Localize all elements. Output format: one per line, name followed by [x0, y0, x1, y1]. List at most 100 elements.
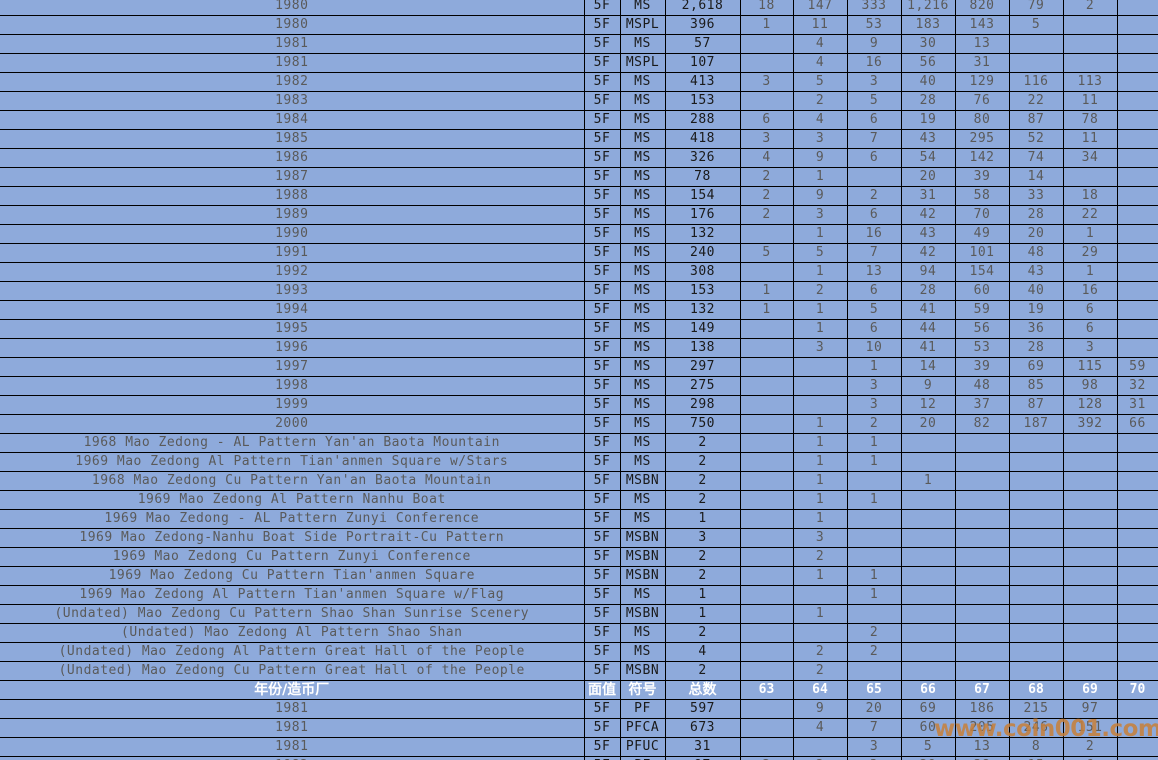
cell-grade-68 [1008, 604, 1064, 624]
cell-denomination: 5F [583, 452, 621, 472]
cell-grade-70: 32 [1116, 376, 1158, 396]
cell-year-or-description: 1980 [0, 15, 585, 35]
cell-grade-69 [1062, 528, 1118, 548]
cell-grade-65: 3 [846, 395, 902, 415]
header-grade-68: 68 [1008, 680, 1064, 700]
cell-year-or-description: 1993 [0, 281, 585, 301]
cell-grade-66 [900, 452, 956, 472]
cell-grade-69 [1062, 490, 1118, 510]
cell-grade-67 [954, 642, 1010, 662]
cell-grade-65 [846, 547, 902, 567]
cell-grade-64: 1 [792, 566, 848, 586]
cell-total: 138 [664, 338, 741, 358]
cell-grade-69: 11 [1062, 91, 1118, 111]
table-row: 1993 5F MS 153 1 2 6 28 60 40 16 [0, 281, 1158, 301]
cell-grade-68 [1008, 566, 1064, 586]
cell-grade-70 [1116, 15, 1158, 35]
cell-grade-65: 16 [846, 53, 902, 73]
cell-grade-66 [900, 547, 956, 567]
cell-grade-66 [900, 566, 956, 586]
cell-grade-66: 20 [900, 167, 956, 187]
cell-grade-67 [954, 452, 1010, 472]
cell-grade-67: 39 [954, 357, 1010, 377]
cell-denomination: 5F [583, 281, 621, 301]
cell-grade-64: 9 [792, 186, 848, 206]
cell-grade-63 [739, 376, 794, 396]
cell-year-or-description: 1999 [0, 395, 585, 415]
table-row: 1984 5F MS 288 6 4 6 19 80 87 78 [0, 110, 1158, 130]
table-row: 1981 5F PFCA 673 4 7 60 205 246 151 [0, 718, 1158, 738]
cell-total: 176 [664, 205, 741, 225]
cell-grade-67: 56 [954, 319, 1010, 339]
cell-year-or-description: 1969 Mao Zedong Al Pattern Tian'anmen Sq… [0, 585, 585, 605]
cell-grade-68: 43 [1008, 262, 1064, 282]
cell-total: 132 [664, 224, 741, 244]
cell-symbol: MS [619, 490, 666, 510]
cell-grade-70: 59 [1116, 357, 1158, 377]
table-row: 1968 Mao Zedong - AL Pattern Yan'an Baot… [0, 433, 1158, 453]
table-row: 1981 5F PF 597 9 20 69 186 215 97 [0, 699, 1158, 719]
cell-symbol: MSBN [619, 547, 666, 567]
cell-total: 673 [664, 718, 741, 738]
cell-year-or-description: 1989 [0, 205, 585, 225]
cell-denomination: 5F [583, 186, 621, 206]
cell-symbol: MS [619, 91, 666, 111]
cell-grade-65: 20 [846, 699, 902, 719]
table-row: 1969 Mao Zedong - AL Pattern Zunyi Confe… [0, 509, 1158, 529]
cell-grade-63: 4 [739, 148, 794, 168]
table-row: 1995 5F MS 149 1 6 44 56 36 6 [0, 319, 1158, 339]
cell-symbol: MS [619, 224, 666, 244]
table-row: 1980 5F MS 2,618 18 147 333 1,216 820 79 2 [0, 0, 1158, 16]
cell-grade-66 [900, 642, 956, 662]
cell-grade-67 [954, 471, 1010, 491]
cell-grade-63: 6 [739, 110, 794, 130]
header-grade-70: 70 [1116, 680, 1158, 700]
cell-total: 240 [664, 243, 741, 263]
cell-grade-69: 1 [1062, 224, 1118, 244]
cell-grade-67 [954, 528, 1010, 548]
cell-year-or-description: (Undated) Mao Zedong Al Pattern Shao Sha… [0, 623, 585, 643]
cell-grade-69: 98 [1062, 376, 1118, 396]
cell-symbol: MS [619, 129, 666, 149]
cell-grade-63: 1 [739, 281, 794, 301]
header-grade-67: 67 [954, 680, 1010, 700]
cell-year-or-description: 1969 Mao Zedong - AL Pattern Zunyi Confe… [0, 509, 585, 529]
cell-grade-65: 6 [846, 281, 902, 301]
cell-denomination: 5F [583, 623, 621, 643]
cell-grade-68 [1008, 623, 1064, 643]
cell-grade-64: 1 [792, 604, 848, 624]
cell-year-or-description: 1988 [0, 186, 585, 206]
cell-year-or-description: (Undated) Mao Zedong Cu Pattern Shao Sha… [0, 604, 585, 624]
cell-grade-67: 143 [954, 15, 1010, 35]
cell-denomination: 5F [583, 414, 621, 434]
table-row: 1968 Mao Zedong Cu Pattern Yan'an Baota … [0, 471, 1158, 491]
table-row: 1969 Mao Zedong Al Pattern Tian'anmen Sq… [0, 452, 1158, 472]
cell-total: 132 [664, 300, 741, 320]
cell-denomination: 5F [583, 0, 621, 16]
cell-grade-66: 60 [900, 718, 956, 738]
cell-total: 288 [664, 110, 741, 130]
cell-grade-67: 37 [954, 395, 1010, 415]
cell-grade-65: 3 [846, 756, 902, 760]
cell-grade-67: 39 [954, 167, 1010, 187]
cell-year-or-description: 1980 [0, 0, 585, 16]
cell-grade-63: 2 [739, 186, 794, 206]
cell-grade-63: 5 [739, 243, 794, 263]
cell-grade-69: 16 [1062, 281, 1118, 301]
table-row: 1989 5F MS 176 2 3 6 42 70 28 22 [0, 205, 1158, 225]
cell-grade-67 [954, 566, 1010, 586]
cell-grade-69 [1062, 34, 1118, 54]
cell-grade-68: 116 [1008, 72, 1064, 92]
cell-grade-66: 42 [900, 205, 956, 225]
cell-denomination: 5F [583, 395, 621, 415]
cell-denomination: 5F [583, 737, 621, 757]
cell-denomination: 5F [583, 338, 621, 358]
cell-year-or-description: 1981 [0, 53, 585, 73]
header-grade-63: 63 [739, 680, 794, 700]
cell-symbol: MS [619, 414, 666, 434]
cell-grade-67: 38 [954, 756, 1010, 760]
cell-year-or-description: 1995 [0, 319, 585, 339]
cell-grade-70 [1116, 509, 1158, 529]
cell-grade-63 [739, 262, 794, 282]
cell-grade-65: 2 [846, 642, 902, 662]
